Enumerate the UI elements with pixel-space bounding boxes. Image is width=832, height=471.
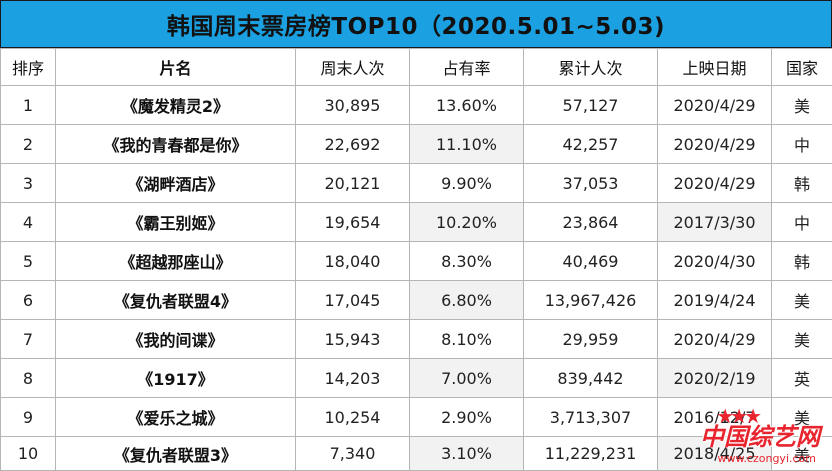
header-row: 排序 片名 周末人次 占有率 累计人次 上映日期 国家 bbox=[1, 49, 832, 86]
cell-rank: 1 bbox=[1, 86, 56, 125]
cell-release-date: 2020/4/29 bbox=[658, 320, 772, 359]
cell-rank: 3 bbox=[1, 164, 56, 203]
cell-weekend-admissions: 14,203 bbox=[296, 359, 410, 398]
header-share: 占有率 bbox=[410, 49, 524, 86]
cell-film: 《我的青春都是你》 bbox=[56, 125, 296, 164]
cell-film: 《复仇者联盟3》 bbox=[56, 437, 296, 471]
cell-share: 11.10% bbox=[410, 125, 524, 164]
header-total-admissions: 累计人次 bbox=[524, 49, 658, 86]
cell-rank: 5 bbox=[1, 242, 56, 281]
table-title: 韩国周末票房榜TOP10（2020.5.01~5.03) bbox=[0, 0, 832, 48]
header-country: 国家 bbox=[772, 49, 832, 86]
cell-share: 8.30% bbox=[410, 242, 524, 281]
cell-country: 中 bbox=[772, 125, 832, 164]
cell-country: 美 bbox=[772, 398, 832, 437]
cell-total-admissions: 29,959 bbox=[524, 320, 658, 359]
cell-share: 8.10% bbox=[410, 320, 524, 359]
box-office-table: 排序 片名 周末人次 占有率 累计人次 上映日期 国家 1《魔发精灵2》30,8… bbox=[0, 48, 832, 471]
cell-total-admissions: 23,864 bbox=[524, 203, 658, 242]
cell-film: 《超越那座山》 bbox=[56, 242, 296, 281]
cell-film: 《1917》 bbox=[56, 359, 296, 398]
cell-share: 2.90% bbox=[410, 398, 524, 437]
cell-rank: 4 bbox=[1, 203, 56, 242]
header-weekend-admissions: 周末人次 bbox=[296, 49, 410, 86]
cell-weekend-admissions: 17,045 bbox=[296, 281, 410, 320]
cell-rank: 2 bbox=[1, 125, 56, 164]
cell-country: 美 bbox=[772, 320, 832, 359]
cell-rank: 10 bbox=[1, 437, 56, 471]
cell-release-date: 2016/12/7 bbox=[658, 398, 772, 437]
cell-country: 韩 bbox=[772, 242, 832, 281]
cell-release-date: 2018/4/25 bbox=[658, 437, 772, 471]
cell-share: 9.90% bbox=[410, 164, 524, 203]
cell-country: 英 bbox=[772, 359, 832, 398]
cell-weekend-admissions: 15,943 bbox=[296, 320, 410, 359]
cell-release-date: 2017/3/30 bbox=[658, 203, 772, 242]
header-release-date: 上映日期 bbox=[658, 49, 772, 86]
cell-total-admissions: 839,442 bbox=[524, 359, 658, 398]
cell-share: 6.80% bbox=[410, 281, 524, 320]
cell-country: 中 bbox=[772, 203, 832, 242]
cell-weekend-admissions: 19,654 bbox=[296, 203, 410, 242]
cell-country: 美 bbox=[772, 86, 832, 125]
cell-film: 《霸王别姬》 bbox=[56, 203, 296, 242]
cell-release-date: 2020/4/30 bbox=[658, 242, 772, 281]
cell-weekend-admissions: 18,040 bbox=[296, 242, 410, 281]
cell-release-date: 2020/4/29 bbox=[658, 164, 772, 203]
cell-release-date: 2020/4/29 bbox=[658, 125, 772, 164]
cell-rank: 7 bbox=[1, 320, 56, 359]
cell-film: 《我的间谍》 bbox=[56, 320, 296, 359]
cell-country: 韩 bbox=[772, 164, 832, 203]
cell-film: 《湖畔酒店》 bbox=[56, 164, 296, 203]
cell-total-admissions: 42,257 bbox=[524, 125, 658, 164]
cell-weekend-admissions: 20,121 bbox=[296, 164, 410, 203]
cell-film: 《爱乐之城》 bbox=[56, 398, 296, 437]
cell-weekend-admissions: 7,340 bbox=[296, 437, 410, 471]
cell-film: 《复仇者联盟4》 bbox=[56, 281, 296, 320]
cell-total-admissions: 11,229,231 bbox=[524, 437, 658, 471]
cell-share: 13.60% bbox=[410, 86, 524, 125]
cell-share: 3.10% bbox=[410, 437, 524, 471]
cell-weekend-admissions: 30,895 bbox=[296, 86, 410, 125]
cell-rank: 8 bbox=[1, 359, 56, 398]
header-rank: 排序 bbox=[1, 49, 56, 86]
cell-total-admissions: 37,053 bbox=[524, 164, 658, 203]
cell-film: 《魔发精灵2》 bbox=[56, 86, 296, 125]
cell-total-admissions: 40,469 bbox=[524, 242, 658, 281]
cell-total-admissions: 13,967,426 bbox=[524, 281, 658, 320]
cell-weekend-admissions: 10,254 bbox=[296, 398, 410, 437]
cell-total-admissions: 3,713,307 bbox=[524, 398, 658, 437]
cell-rank: 9 bbox=[1, 398, 56, 437]
cell-country: 美 bbox=[772, 437, 832, 471]
header-film: 片名 bbox=[56, 49, 296, 86]
cell-release-date: 2019/4/24 bbox=[658, 281, 772, 320]
cell-share: 7.00% bbox=[410, 359, 524, 398]
cell-share: 10.20% bbox=[410, 203, 524, 242]
cell-release-date: 2020/4/29 bbox=[658, 86, 772, 125]
cell-weekend-admissions: 22,692 bbox=[296, 125, 410, 164]
cell-country: 美 bbox=[772, 281, 832, 320]
cell-rank: 6 bbox=[1, 281, 56, 320]
cell-release-date: 2020/2/19 bbox=[658, 359, 772, 398]
cell-total-admissions: 57,127 bbox=[524, 86, 658, 125]
